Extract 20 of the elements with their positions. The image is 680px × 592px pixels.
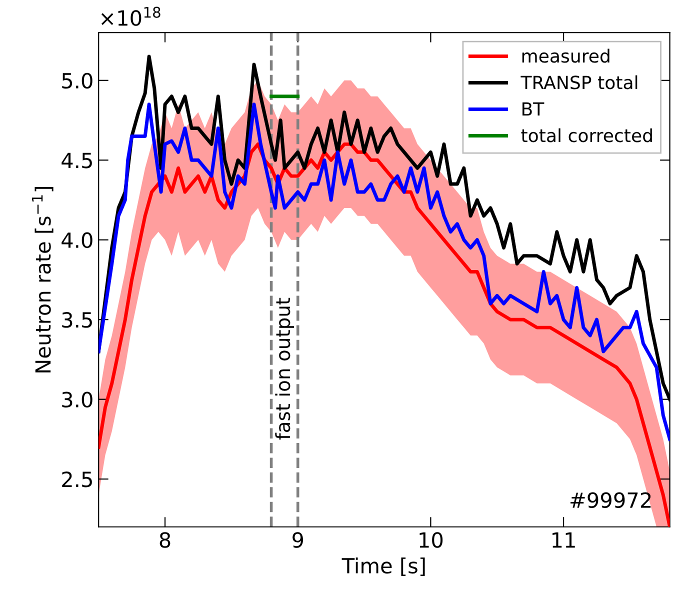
text: ×10$^{18}$: [101, 6, 160, 26]
y-tick-label: 3.5: [62, 312, 92, 328]
legend-label: TRANSP total: [520, 75, 638, 90]
y-tick-label: 2.5: [62, 471, 92, 488]
y-tick-label: 5.0: [62, 72, 92, 89]
x-tick-label: 10: [420, 532, 443, 548]
legend-label: measured: [522, 48, 610, 63]
x-axis-title: Time [s]: [342, 557, 425, 576]
annotation: fast ion output: [275, 298, 294, 440]
y-tick-label: 3.0: [62, 392, 92, 408]
annotation: #99972: [570, 492, 651, 508]
legend-label: BT: [522, 102, 544, 116]
x-tick-label: 11: [552, 532, 575, 548]
y-axis-title: Neutron rate [s$^{−1}$]: [32, 186, 54, 372]
y-tick-label: 4.0: [62, 232, 92, 248]
x-tick-label: 8: [160, 532, 170, 548]
legend-label: total corrected: [521, 128, 652, 142]
y-tick-label: 4.5: [62, 152, 92, 168]
line-series: [98, 102, 670, 441]
x-tick-label: 9: [292, 532, 304, 548]
